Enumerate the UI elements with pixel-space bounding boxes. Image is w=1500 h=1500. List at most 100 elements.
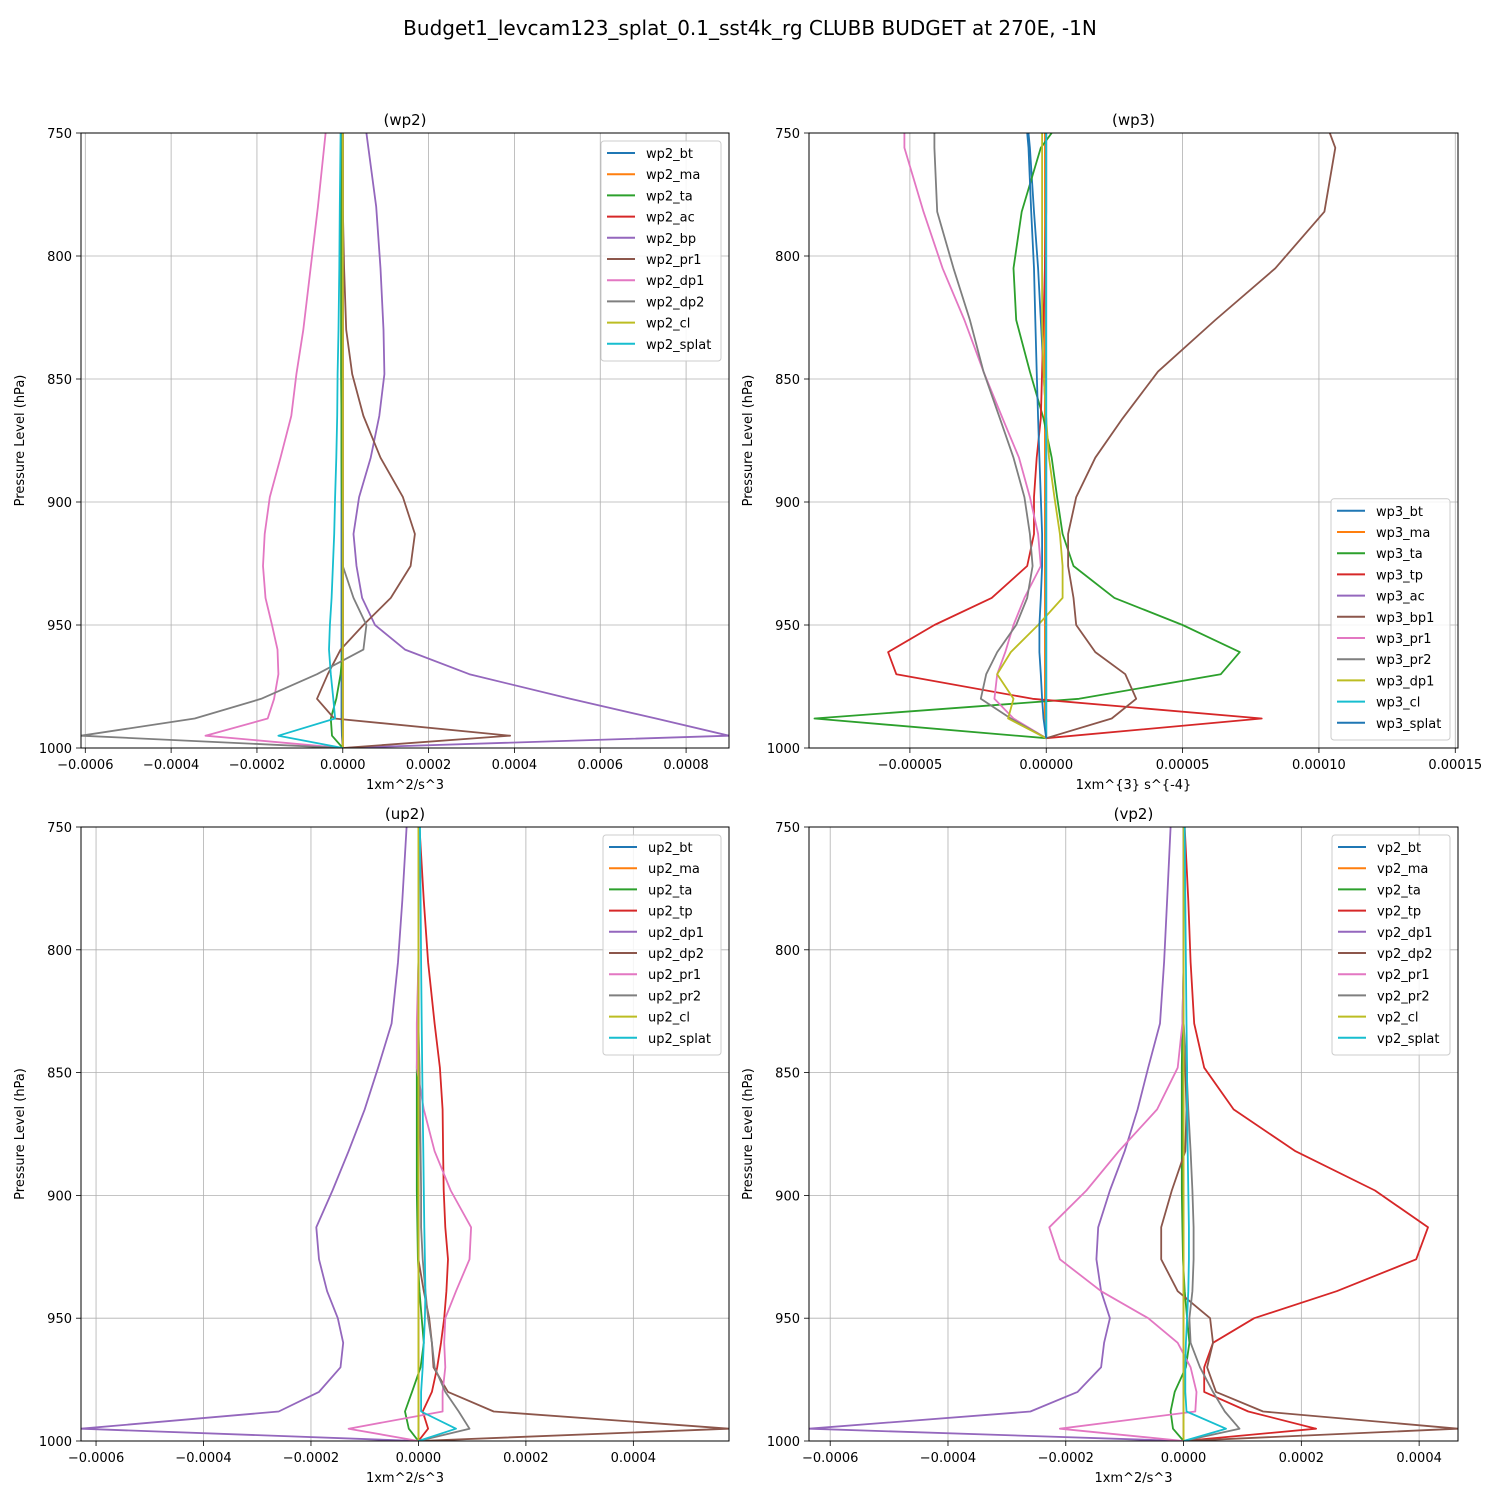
legend-entry: wp3_splat: [1376, 717, 1441, 732]
x-axis-label: 1xm^2/s^3: [366, 778, 444, 793]
legend-entry: wp2_ac: [646, 211, 695, 226]
x-tick-label: 0.0000: [320, 758, 366, 773]
y-tick-label: 850: [775, 373, 800, 388]
series-line-vp2_pr1: [1048, 827, 1198, 1441]
subplot-title: (wp2): [383, 111, 426, 129]
legend: vp2_bt vp2_ma vp2_ta vp2_tp vp2_dp1 vp2_dp2vp…: [1331, 834, 1451, 1056]
y-tick-label: 750: [47, 821, 72, 836]
series-line-up2_splat: [418, 827, 457, 1441]
series-line-wp2_dp2: [81, 133, 368, 748]
y-tick-label: 1000: [767, 1435, 800, 1450]
legend: wp3_bt wp3_ma wp3_ta wp3_tp wp3_ac wp3_bp1 wp3…: [1330, 498, 1451, 741]
legend-entry: wp3_cl: [1376, 696, 1420, 711]
legend-entry: wp3_dp1: [1376, 674, 1434, 689]
y-tick-label: 900: [775, 1189, 800, 1204]
y-tick-label: 900: [47, 1189, 72, 1204]
y-tick-label: 800: [775, 250, 800, 265]
subplot-vp2: −0.0006 −0.0004 −0.0002 0.0000 0.0002 0.0004 7…: [741, 805, 1459, 1486]
series-line-wp3_pr2: [933, 133, 1047, 739]
legend-entry: vp2_bt: [1377, 841, 1421, 856]
legend-entry: wp3_tp: [1376, 568, 1423, 583]
series-line-wp3_pr1: [903, 133, 1047, 739]
y-tick-label: 850: [47, 1067, 72, 1082]
series-line-up2_pr1: [347, 827, 473, 1441]
legend-entry: vp2_tp: [1377, 905, 1421, 920]
legend-entry: wp3_bp1: [1376, 611, 1434, 626]
x-tick-label: −0.0004: [143, 758, 199, 773]
legend-entry: wp3_bt: [1376, 505, 1423, 520]
legend-entry: vp2_dp2: [1377, 947, 1433, 962]
legend-entry: up2_dp1: [648, 926, 704, 941]
legend-entry: up2_ma: [648, 862, 700, 877]
y-tick-label: 750: [47, 127, 72, 142]
legend-entry: up2_pr1: [648, 968, 701, 983]
series-line-up2_tp: [417, 827, 449, 1441]
x-tick-label: −0.0004: [175, 1451, 231, 1466]
legend-entry: wp2_dp1: [646, 274, 704, 289]
y-tick-label: 850: [775, 1067, 800, 1082]
y-axis-label: Pressure Level (hPa): [13, 1068, 28, 1200]
series-line-wp2_bp: [342, 133, 729, 748]
subplot-title: (up2): [385, 805, 425, 823]
y-tick-label: 1000: [39, 1435, 72, 1450]
series-line-wp3_splat: [1026, 133, 1048, 739]
axes-frame: [80, 826, 730, 1442]
x-tick-label: 0.00005: [1156, 758, 1210, 773]
x-tick-label: 0.00010: [1292, 758, 1346, 773]
axes-frame: [808, 132, 1459, 749]
legend-entry: wp3_pr2: [1376, 653, 1432, 668]
legend: wp2_bt wp2_ma wp2_ta wp2_ac wp2_bp wp2_pr1 wp2…: [600, 140, 722, 362]
x-tick-label: 0.0008: [663, 758, 709, 773]
x-tick-label: 0.0002: [503, 1451, 549, 1466]
x-axis-label: 1xm^{3} s^{-4}: [1076, 778, 1192, 793]
legend-entry: wp2_pr1: [646, 253, 702, 268]
y-tick-label: 800: [775, 944, 800, 959]
series-line-wp3_ta: [813, 133, 1241, 740]
legend-entry: vp2_ma: [1377, 862, 1428, 877]
series-line-wp3_dp1: [996, 133, 1064, 739]
legend-entry: up2_splat: [648, 1032, 711, 1047]
legend-entry: up2_dp2: [648, 947, 704, 962]
axes-frame: [80, 132, 730, 749]
y-tick-label: 750: [775, 821, 800, 836]
series-line-wp2_splat: [277, 133, 343, 748]
axes-frame: [808, 826, 1459, 1442]
x-tick-label: 0.0002: [406, 758, 452, 773]
series-line-vp2_splat: [1183, 827, 1227, 1441]
x-tick-label: −0.0002: [229, 758, 285, 773]
y-tick-label: 1000: [39, 742, 72, 757]
x-tick-label: −0.0006: [57, 758, 113, 773]
x-tick-label: 0.00000: [1019, 758, 1073, 773]
series-line-vp2_dp1: [809, 827, 1184, 1441]
series-line-wp3_tp: [887, 133, 1263, 740]
legend-entry: wp3_ta: [1376, 547, 1423, 562]
x-axis-label: 1xm^2/s^3: [366, 1471, 444, 1486]
y-tick-label: 950: [47, 1312, 72, 1327]
legend-entry: wp2_ta: [646, 189, 693, 204]
y-tick-label: 950: [47, 619, 72, 634]
subplot-wp3: −0.00005 0.00000 0.00005 0.00010 0.00015 750 8…: [741, 111, 1482, 793]
legend-entry: wp2_ma: [646, 168, 700, 183]
series-line-up2_dp1: [81, 827, 419, 1441]
legend-entry: wp3_pr1: [1376, 632, 1432, 647]
x-tick-label: −0.0006: [802, 1451, 858, 1466]
x-tick-label: 0.0004: [1396, 1451, 1442, 1466]
y-axis-label: Pressure Level (hPa): [741, 375, 756, 507]
legend-entry: wp2_dp2: [646, 295, 704, 310]
y-tick-label: 900: [775, 496, 800, 511]
x-tick-label: −0.0002: [1038, 1451, 1094, 1466]
legend-entry: vp2_dp1: [1377, 926, 1433, 941]
legend-entry: up2_tp: [648, 905, 693, 920]
legend-entry: vp2_cl: [1377, 1011, 1418, 1026]
subplot-up2: −0.0006 −0.0004 −0.0002 0.0000 0.0002 0.0004 7…: [13, 805, 730, 1486]
y-tick-label: 1000: [767, 742, 800, 757]
x-tick-label: 0.0004: [492, 758, 538, 773]
subplot-title: (vp2): [1114, 805, 1154, 823]
subplot-wp2: −0.0006 −0.0004 −0.0002 0.0000 0.0002 0.0004 0…: [13, 111, 730, 793]
legend-entry: wp2_splat: [646, 338, 711, 353]
series-line-wp3_bp1: [1045, 133, 1337, 740]
series-line-wp2_dp1: [204, 133, 343, 748]
x-tick-label: 0.0004: [611, 1451, 657, 1466]
y-tick-label: 850: [47, 373, 72, 388]
legend-entry: vp2_pr2: [1377, 989, 1430, 1004]
